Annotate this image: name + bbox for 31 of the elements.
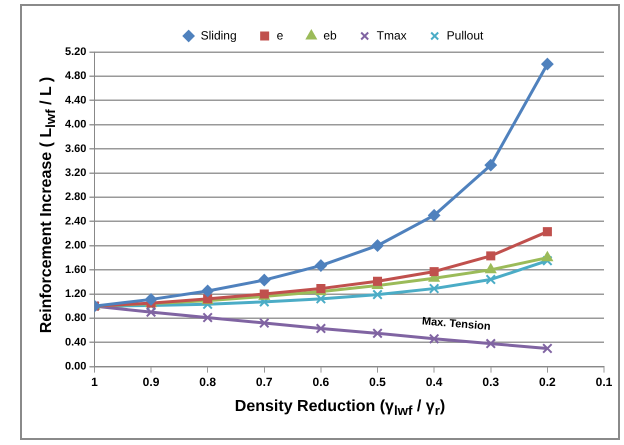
x-tick-label: 0.1 [596, 375, 613, 390]
y-tick-label: 2.80 [64, 191, 86, 204]
y-tick-label: 0.80 [64, 312, 86, 324]
y-tick-label: 1.60 [64, 264, 86, 276]
legend-label: e [276, 28, 284, 42]
legend-label: Pullout [446, 28, 484, 42]
annotation: Max. Tension [421, 315, 492, 333]
y-tick-label: 2.40 [64, 215, 86, 228]
x-tick-label: 0.6 [312, 375, 330, 390]
x-tick-label: 1 [91, 375, 98, 390]
y-tick-label: 3.60 [64, 142, 86, 155]
y-tick-label: 5.20 [64, 46, 86, 58]
y-tick-label: 4.80 [64, 70, 86, 82]
y-tick-label: 2.00 [64, 240, 86, 252]
x-axis-title: Density Reduction (γ$_{lwf}$ / γ$_{r}$) [234, 398, 446, 418]
x-tick-label: 0.2 [539, 375, 556, 390]
x-tick-label: 0.8 [199, 375, 216, 390]
y-tick-label: 3.20 [64, 167, 86, 180]
y-tick-label: 0.40 [64, 336, 86, 348]
legend-label: eb [323, 28, 338, 42]
x-tick-label: 0.4 [426, 375, 443, 390]
y-tick-label: 4.00 [64, 118, 86, 131]
y-tick-label: 0.00 [64, 360, 86, 373]
x-tick-label: 0.7 [256, 375, 273, 390]
x-tick-label: 0.5 [369, 375, 386, 390]
x-tick-label: 0.9 [142, 375, 160, 390]
y-tick-label: 4.40 [64, 94, 86, 106]
y-tick-label: 1.20 [64, 288, 86, 300]
legend-label: Tmax [376, 28, 407, 42]
legend-label: Sliding [200, 28, 237, 42]
x-tick-label: 0.3 [482, 375, 500, 390]
